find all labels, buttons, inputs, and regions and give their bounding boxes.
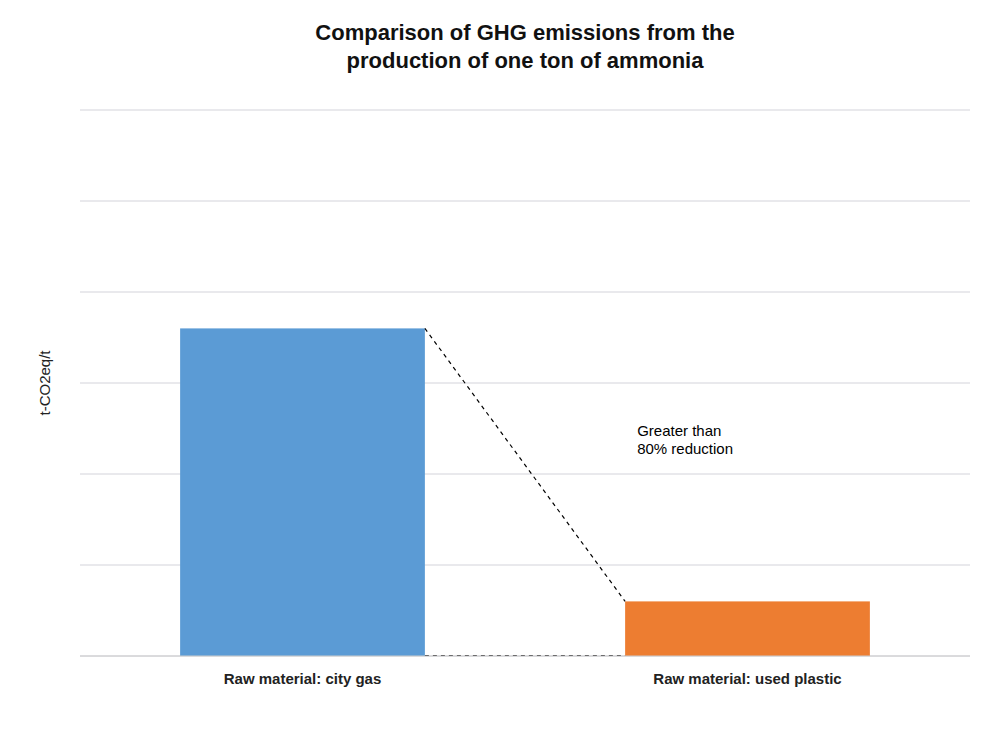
bar	[625, 601, 870, 656]
connectors	[425, 328, 625, 656]
text-line: production of one ton of ammonia	[347, 48, 705, 73]
text-line: Greater than	[637, 422, 721, 439]
dashed-baseline	[425, 655, 625, 656]
text-line: 80% reduction	[637, 440, 733, 457]
grid	[80, 110, 970, 656]
bar	[180, 328, 425, 656]
chart-container: Greater than80% reduction Raw material: c…	[0, 0, 1000, 736]
chart-svg: Greater than80% reduction Raw material: c…	[0, 0, 1000, 736]
annotation: Greater than80% reduction	[637, 422, 733, 457]
x-tick-label: Raw material: city gas	[224, 670, 382, 687]
grid-line	[80, 201, 970, 202]
grid-line	[80, 656, 970, 657]
x-axis-line	[80, 656, 970, 657]
bars	[180, 328, 870, 656]
y-axis-label: t-CO2eq/t	[36, 350, 53, 416]
grid-line	[80, 110, 970, 111]
title: Comparison of GHG emissions from the prod…	[315, 20, 734, 73]
text-line: Comparison of GHG emissions from the	[315, 20, 734, 45]
dashed-diagonal	[425, 328, 625, 601]
x-tick-label: Raw material: used plastic	[653, 670, 841, 687]
grid-line	[80, 292, 970, 293]
